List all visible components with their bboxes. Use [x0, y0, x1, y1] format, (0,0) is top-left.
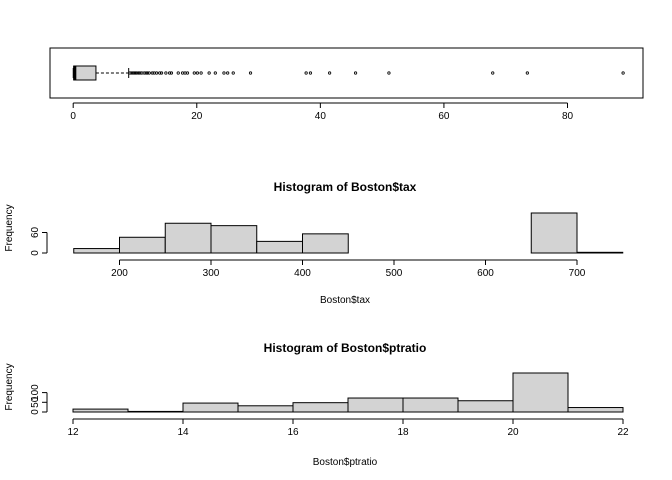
outlier-point-36	[328, 71, 332, 75]
outlier-point-6	[137, 71, 141, 75]
histogram-bar-1	[127, 410, 184, 413]
x-tick-label-4: 80	[562, 111, 574, 122]
outlier-point-14	[152, 71, 156, 75]
histogram-bar-4	[256, 240, 303, 254]
x-tick-label-0: 200	[111, 268, 128, 279]
histogram-bar-5	[302, 233, 349, 254]
y-axis-title: Frequency	[4, 204, 15, 251]
x-tick-label-2: 400	[294, 268, 311, 279]
y-tick-label-1: 60	[30, 226, 41, 238]
outlier-point-29	[213, 71, 217, 75]
histogram-bar-0	[72, 408, 129, 413]
histogram-bar-2	[182, 402, 239, 413]
plot-frame	[49, 47, 644, 99]
x-tick-label-3: 18	[397, 427, 409, 438]
boxplot-panel: 0 20 40 60 80	[49, 47, 644, 122]
histogram-bar-2	[164, 222, 212, 254]
histogram-bar-4	[292, 402, 349, 413]
y-tick-label-0: 0	[30, 409, 41, 415]
outlier-point-25	[192, 71, 196, 75]
outlier-point-35	[308, 71, 313, 75]
x-tick-label-1: 300	[203, 268, 220, 279]
histogram-bar-9	[567, 407, 624, 413]
outlier-point-5	[135, 71, 139, 75]
outlier-point-28	[207, 71, 211, 75]
box-iqr	[73, 65, 97, 81]
outlier-point-12	[147, 71, 151, 75]
x-tick-label-2: 16	[287, 427, 299, 438]
y-tick-label-1: 50	[30, 396, 41, 408]
y-axis-title: Frequency	[4, 363, 15, 410]
x-tick-label-3: 60	[438, 111, 450, 122]
y-tick-label-0: 0	[30, 250, 41, 256]
outlier-point-9	[142, 71, 146, 75]
outlier-point-4	[134, 71, 138, 75]
chart-title: Histogram of Boston$tax	[274, 180, 417, 194]
outlier-point-7	[138, 71, 142, 75]
x-tick-label-2: 40	[315, 111, 327, 122]
histogram-bar-3	[237, 405, 294, 413]
outlier-point-13	[150, 71, 154, 75]
histogram-bar-7	[457, 400, 514, 413]
x-tick-label-0: 12	[67, 427, 79, 438]
outlier-point-22	[180, 71, 185, 75]
x-tick-label-4: 600	[477, 268, 494, 279]
histogram-bar-11	[576, 251, 624, 254]
outlier-point-21	[176, 71, 180, 75]
outlier-point-10	[144, 71, 148, 75]
outlier-point-0	[128, 71, 132, 75]
x-axis-title: Boston$tax	[320, 295, 370, 306]
histogram-bar-3	[210, 225, 258, 254]
x-tick-label-5: 22	[617, 427, 629, 438]
outlier-point-19	[167, 71, 172, 75]
outlier-point-30	[222, 71, 226, 75]
ptratio-histogram-panel: Histogram of Boston$ptratio 12 14 16 18 20 22 B…	[4, 341, 629, 468]
histogram-bar-6	[402, 397, 459, 413]
outlier-point-23	[183, 71, 187, 75]
histogram-bar-8	[512, 372, 569, 413]
outlier-point-20	[169, 71, 174, 75]
outlier-point-18	[164, 71, 168, 75]
outlier-point-31	[226, 71, 230, 75]
outlier-point-16	[158, 71, 162, 75]
outlier-point-32	[231, 71, 235, 75]
outlier-point-40	[525, 71, 529, 75]
x-tick-label-5: 700	[569, 268, 586, 279]
outlier-point-41	[621, 71, 625, 75]
x-tick-label-0: 0	[70, 111, 76, 122]
outlier-point-39	[491, 71, 495, 75]
chart-title: Histogram of Boston$ptratio	[264, 341, 427, 355]
outlier-point-38	[387, 71, 391, 75]
x-tick-label-1: 14	[177, 427, 189, 438]
outlier-point-8	[140, 71, 144, 75]
outlier-point-34	[304, 71, 308, 75]
outlier-point-33	[248, 71, 253, 75]
x-tick-label-3: 500	[386, 268, 403, 279]
outlier-point-27	[199, 71, 203, 75]
x-tick-label-1: 20	[191, 111, 203, 122]
x-axis-title: Boston$ptratio	[313, 457, 378, 468]
outlier-point-17	[159, 71, 164, 75]
outlier-point-15	[155, 71, 159, 75]
outlier-point-24	[185, 71, 190, 75]
outlier-point-11	[145, 71, 149, 75]
histogram-bar-5	[347, 397, 404, 413]
histogram-bar-10	[530, 212, 578, 254]
histogram-bar-0	[73, 248, 120, 254]
outlier-point-37	[353, 71, 358, 75]
y-tick-label-2: 100	[30, 384, 41, 401]
outlier-point-26	[195, 71, 199, 75]
x-tick-label-4: 20	[507, 427, 519, 438]
histogram-bar-1	[119, 236, 166, 254]
